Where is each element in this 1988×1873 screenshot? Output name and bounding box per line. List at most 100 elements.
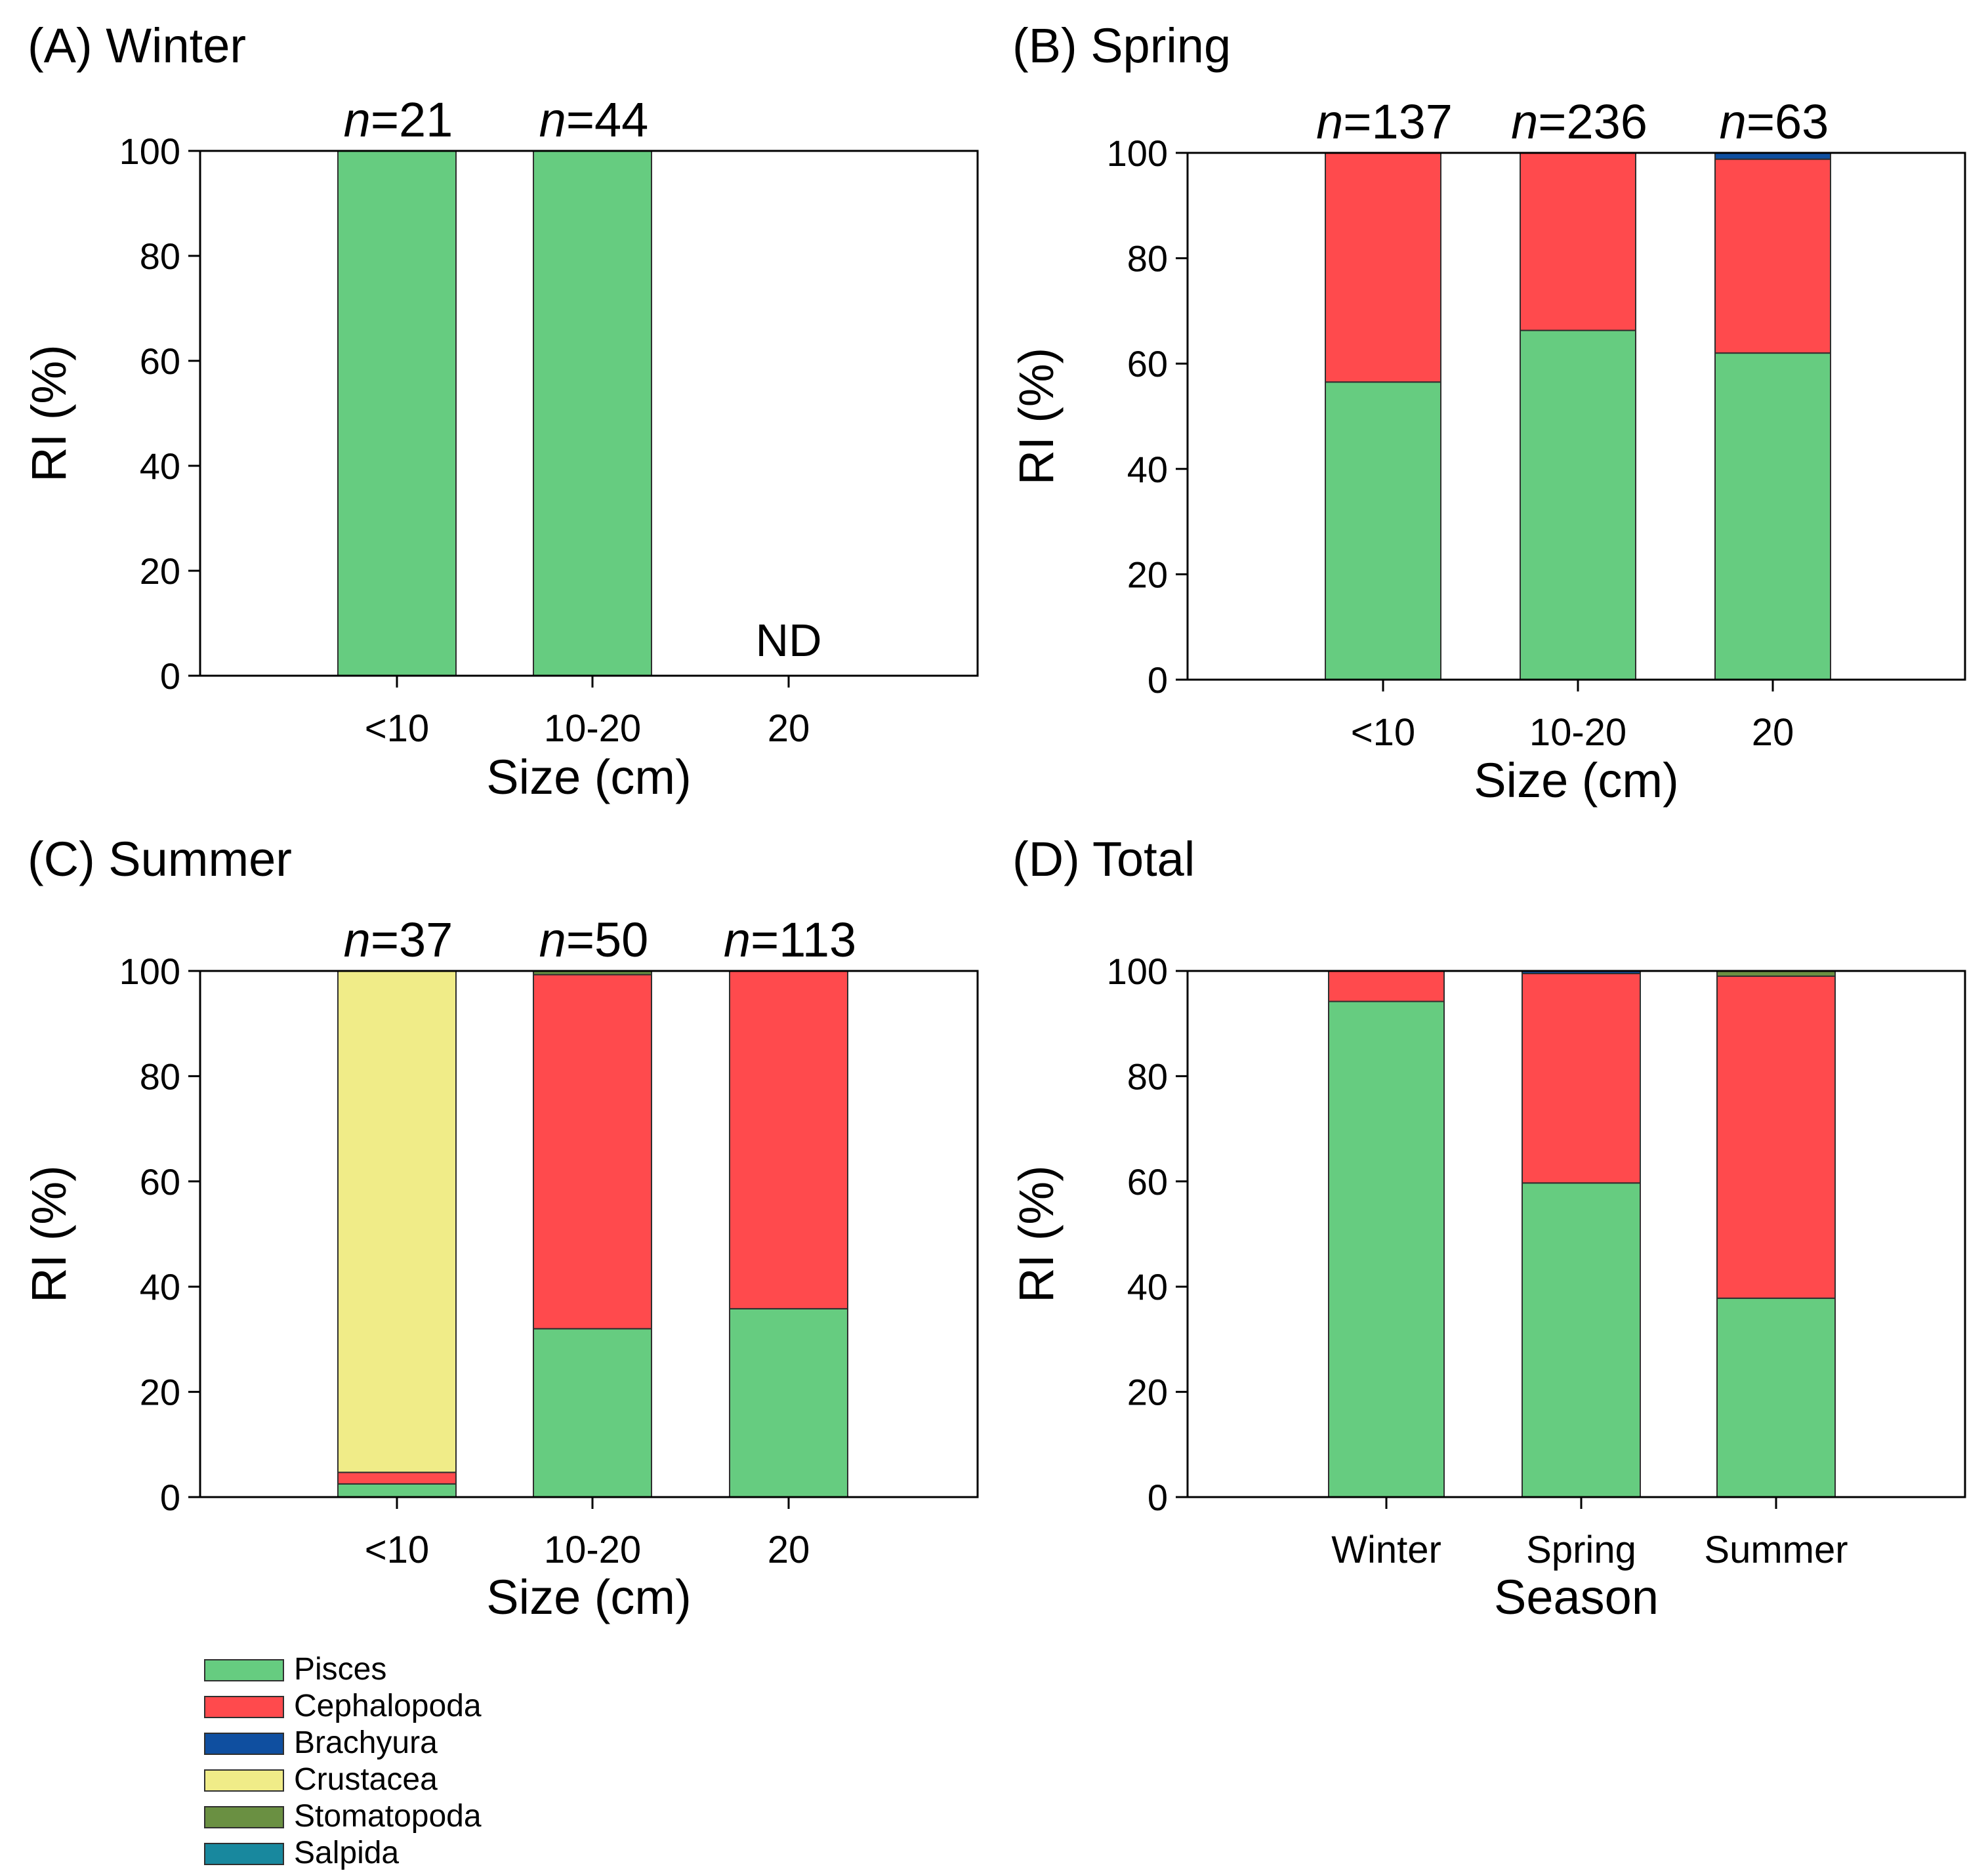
bar-cephalopoda-1 [1522,973,1641,1184]
x-tick-label: Spring [1526,1529,1636,1571]
n-label: n=137 [1316,94,1453,149]
bar-cephalopoda-0 [1325,152,1441,383]
legend-swatch-stomatopoda [204,1806,284,1828]
bar-pisces-0 [337,1483,457,1498]
panel-B: (B) Spring n=137 <10 n=236 10-20 n=63 20 0 20 40 6… [1009,18,1966,808]
n-label: n=236 [1511,94,1647,149]
y-axis-title: RI (%) [1009,1165,1064,1303]
bar-pisces-1 [1522,1182,1641,1498]
bar-pisces-1 [533,1328,652,1498]
nd-label: ND [755,615,821,666]
y-tick-label: 80 [1127,238,1168,279]
plot-frame [199,970,979,1498]
x-tick-label: Winter [1331,1529,1441,1571]
x-tick-label: 10-20 [544,1529,641,1571]
y-tick-label: 100 [1107,951,1168,992]
n-label: n=113 [724,913,856,967]
y-tick-label: 80 [140,1056,180,1097]
bar-cephalopoda-2 [729,970,848,1309]
y-tick-label: 60 [1127,343,1168,384]
legend-swatch-brachyura [204,1733,284,1755]
bar-pisces-0 [1325,381,1441,680]
plot-frame [199,150,979,677]
y-tick-label: 20 [1127,1372,1168,1413]
panel-title: (A) Winter [28,18,246,73]
legend-label-stomatopoda: Stomatopoda [294,1799,482,1834]
bar-pisces-1 [533,150,652,676]
panel-title: (C) Summer [28,832,292,886]
x-axis-title: Size (cm) [486,750,691,804]
legend-label-pisces: Pisces [294,1652,386,1687]
y-tick-label: 60 [1127,1161,1168,1203]
y-axis-title: RI (%) [1009,348,1064,485]
y-tick-label: 0 [160,1477,180,1518]
legend: PiscesCephalopodaBrachyuraCrustaceaStoma… [204,1652,482,1870]
y-tick-label: 60 [140,340,180,382]
x-tick-label: <10 [365,707,429,750]
bar-cephalopoda-1 [1520,152,1636,331]
x-axis-title: Season [1494,1570,1659,1624]
x-tick-label: 20 [1752,711,1794,754]
bar-cephalopoda-1 [533,974,652,1330]
bar-cephalopoda-0 [1328,970,1445,1002]
legend-swatch-pisces [204,1659,284,1681]
bar-pisces-2 [1714,352,1831,680]
x-tick-label: 10-20 [544,707,641,750]
x-axis-title: Size (cm) [1474,753,1678,808]
y-axis-title: RI (%) [22,1165,76,1303]
n-label: n=21 [344,93,453,147]
bar-pisces-2 [1716,1297,1836,1498]
y-tick-label: 0 [1148,1477,1168,1518]
x-tick-label: <10 [1351,711,1415,754]
y-tick-label: 40 [1127,1266,1168,1307]
legend-label-crustacea: Crustacea [294,1762,438,1797]
bar-pisces-2 [729,1307,848,1498]
panel-title: (D) Total [1012,832,1195,886]
plot-frame [1186,152,1966,681]
panel-C: (C) Summer n=37 <10 n=50 10-20 n=113 20 0 20 40 60… [22,832,979,1624]
y-tick-label: 0 [1148,659,1168,701]
n-label: n=63 [1720,94,1829,149]
n-label: n=44 [539,93,649,147]
legend-swatch-cephalopoda [204,1696,284,1718]
bar-cephalopoda-2 [1716,976,1836,1299]
y-tick-label: 20 [1127,554,1168,595]
y-tick-label: 100 [119,131,180,172]
panel-title: (B) Spring [1012,18,1231,73]
x-tick-label: <10 [365,1529,429,1571]
bar-crustacea-0 [337,970,457,1473]
legend-label-cephalopoda: Cephalopoda [294,1689,482,1723]
bar-pisces-1 [1520,329,1636,680]
x-axis-title: Size (cm) [486,1570,691,1624]
y-tick-label: 20 [140,550,180,592]
y-tick-label: 80 [1127,1056,1168,1097]
n-label: n=50 [539,913,649,967]
bar-pisces-0 [337,150,457,676]
x-tick-label: 20 [768,1529,810,1571]
y-tick-label: 100 [1107,133,1168,174]
x-tick-label: 10-20 [1529,711,1626,754]
y-tick-label: 40 [1127,449,1168,490]
legend-label-salpida: Salpida [294,1836,399,1870]
y-tick-label: 40 [140,445,180,487]
y-tick-label: 100 [119,951,180,992]
y-tick-label: 60 [140,1161,180,1203]
panel-A: (A) Winter n=21 <10 n=44 10-20 ND 20 0 20 40 60 80 1… [22,18,979,804]
plot-frame [1186,970,1966,1498]
panel-D: (D) Total Winter Spring Summer 0 20 40 60 80 100 S… [1009,832,1966,1624]
y-axis-title: RI (%) [22,344,76,482]
x-tick-label: 20 [768,707,810,750]
legend-swatch-salpida [204,1843,284,1865]
y-tick-label: 80 [140,236,180,277]
y-tick-label: 20 [140,1372,180,1413]
legend-label-brachyura: Brachyura [294,1725,438,1760]
n-label: n=37 [344,913,453,967]
bar-cephalopoda-0 [337,1472,457,1485]
y-tick-label: 40 [140,1266,180,1307]
bar-cephalopoda-2 [1714,158,1831,354]
x-tick-label: Summer [1704,1529,1848,1571]
bar-pisces-0 [1328,1000,1445,1498]
y-tick-label: 0 [160,655,180,697]
legend-swatch-crustacea [204,1769,284,1792]
